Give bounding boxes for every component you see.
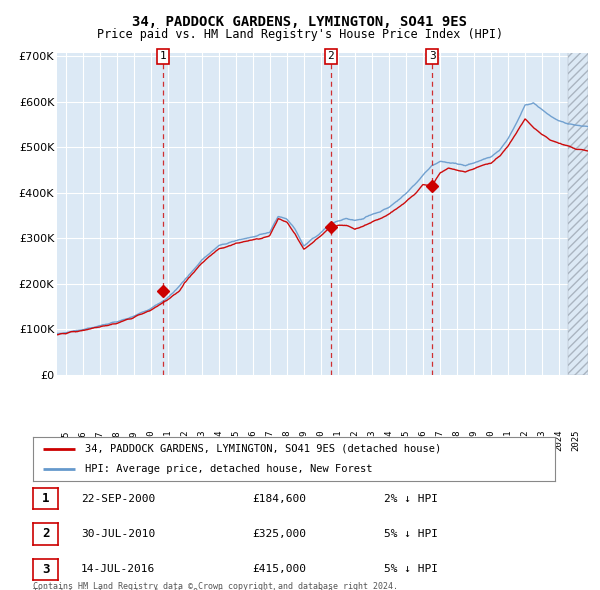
- Text: 2: 2: [42, 527, 49, 540]
- Text: 5% ↓ HPI: 5% ↓ HPI: [384, 529, 438, 539]
- Text: 5% ↓ HPI: 5% ↓ HPI: [384, 565, 438, 574]
- Text: This data is licensed under the Open Government Licence v3.0.: This data is licensed under the Open Gov…: [33, 588, 338, 590]
- Polygon shape: [568, 52, 588, 375]
- Text: 34, PADDOCK GARDENS, LYMINGTON, SO41 9ES: 34, PADDOCK GARDENS, LYMINGTON, SO41 9ES: [133, 15, 467, 29]
- Text: 3: 3: [429, 51, 436, 61]
- Text: £184,600: £184,600: [252, 494, 306, 503]
- Text: 1: 1: [42, 492, 49, 505]
- Text: HPI: Average price, detached house, New Forest: HPI: Average price, detached house, New …: [85, 464, 373, 474]
- Text: 2: 2: [327, 51, 334, 61]
- Text: 30-JUL-2010: 30-JUL-2010: [81, 529, 155, 539]
- Text: 34, PADDOCK GARDENS, LYMINGTON, SO41 9ES (detached house): 34, PADDOCK GARDENS, LYMINGTON, SO41 9ES…: [85, 444, 442, 454]
- Text: 22-SEP-2000: 22-SEP-2000: [81, 494, 155, 503]
- Text: 2% ↓ HPI: 2% ↓ HPI: [384, 494, 438, 503]
- Text: £415,000: £415,000: [252, 565, 306, 574]
- Text: 14-JUL-2016: 14-JUL-2016: [81, 565, 155, 574]
- Text: 1: 1: [160, 51, 166, 61]
- Text: Price paid vs. HM Land Registry's House Price Index (HPI): Price paid vs. HM Land Registry's House …: [97, 28, 503, 41]
- Text: Contains HM Land Registry data © Crown copyright and database right 2024.: Contains HM Land Registry data © Crown c…: [33, 582, 398, 590]
- Text: 3: 3: [42, 563, 49, 576]
- Text: £325,000: £325,000: [252, 529, 306, 539]
